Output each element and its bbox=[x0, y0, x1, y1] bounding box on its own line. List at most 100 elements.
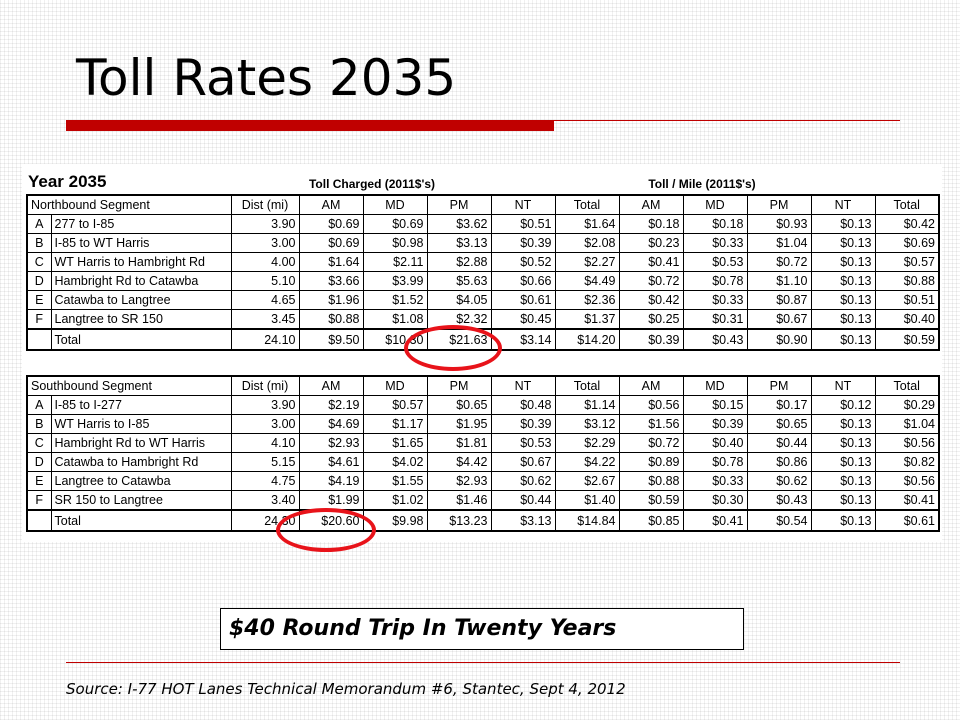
table-cell: $0.65 bbox=[746, 414, 812, 434]
table-cell: $2.08 bbox=[554, 233, 620, 253]
column-header: NT bbox=[490, 194, 556, 215]
column-header: NT bbox=[810, 375, 876, 396]
segment-name: Langtree to Catawba bbox=[50, 471, 232, 491]
segment-letter bbox=[26, 509, 52, 532]
column-header: AM bbox=[298, 375, 364, 396]
table-cell: $0.65 bbox=[426, 395, 492, 415]
table-cell: $1.14 bbox=[554, 395, 620, 415]
table-cell: $0.90 bbox=[746, 328, 812, 351]
table-cell: $0.33 bbox=[682, 290, 748, 310]
table-cell: $0.43 bbox=[746, 490, 812, 511]
table-cell: $3.66 bbox=[298, 271, 364, 291]
table-cell: $0.18 bbox=[618, 214, 684, 234]
year-label: Year 2035 bbox=[28, 172, 107, 191]
table-cell: 5.15 bbox=[230, 452, 300, 472]
table-cell: $4.61 bbox=[298, 452, 364, 472]
table-cell: $0.44 bbox=[490, 490, 556, 511]
table-cell: $0.45 bbox=[490, 309, 556, 330]
table-cell: 3.45 bbox=[230, 309, 300, 330]
table-cell: $0.82 bbox=[874, 452, 940, 472]
segment-letter: A bbox=[26, 395, 52, 415]
column-header: MD bbox=[682, 375, 748, 396]
table-cell: 3.90 bbox=[230, 395, 300, 415]
segment-name: Catawba to Langtree bbox=[50, 290, 232, 310]
table-cell: $1.96 bbox=[298, 290, 364, 310]
table-cell: $0.15 bbox=[682, 395, 748, 415]
table-cell: $1.81 bbox=[426, 433, 492, 453]
table-cell: $0.43 bbox=[682, 328, 748, 351]
table-cell: $0.88 bbox=[618, 471, 684, 491]
table-cell: $1.95 bbox=[426, 414, 492, 434]
column-header: NT bbox=[490, 375, 556, 396]
highlight-circle-northbound-pm-total bbox=[404, 325, 502, 371]
table-cell: $0.39 bbox=[618, 328, 684, 351]
column-header: PM bbox=[746, 194, 812, 215]
table-cell: $0.13 bbox=[810, 214, 876, 234]
southbound-table: Southbound Segment Dist (mi) AM MD PM NT Total… bbox=[26, 375, 940, 532]
column-header: MD bbox=[682, 194, 748, 215]
total-row: Total 24.30 $20.60 $9.98 $13.23 $3.13 $14.84 $0… bbox=[26, 509, 940, 532]
table-cell: $0.51 bbox=[490, 214, 556, 234]
table-cell: 4.00 bbox=[230, 252, 300, 272]
table-row: D Hambright Rd to Catawba 5.10 $3.66 $3.99 $5… bbox=[26, 271, 940, 291]
table-cell: $1.02 bbox=[362, 490, 428, 511]
table-row: C WT Harris to Hambright Rd 4.00 $1.64 $2.11… bbox=[26, 252, 940, 272]
table-cell: $4.69 bbox=[298, 414, 364, 434]
table-cell: $0.69 bbox=[298, 214, 364, 234]
table-cell: $0.57 bbox=[874, 252, 940, 272]
column-header: Total bbox=[554, 375, 620, 396]
table-cell: $0.62 bbox=[746, 471, 812, 491]
table-cell: $0.23 bbox=[618, 233, 684, 253]
table-cell: $1.52 bbox=[362, 290, 428, 310]
segment-name: I-85 to I-277 bbox=[50, 395, 232, 415]
segment-name: SR 150 to Langtree bbox=[50, 490, 232, 511]
table-cell: $0.25 bbox=[618, 309, 684, 330]
segment-name: Catawba to Hambright Rd bbox=[50, 452, 232, 472]
table-cell: 3.90 bbox=[230, 214, 300, 234]
header-row: Southbound Segment Dist (mi) AM MD PM NT Total… bbox=[26, 375, 940, 396]
table-cell: $0.18 bbox=[682, 214, 748, 234]
table-cell: 3.40 bbox=[230, 490, 300, 511]
column-header: Southbound Segment bbox=[26, 375, 232, 396]
table-cell: $0.33 bbox=[682, 233, 748, 253]
segment-letter: D bbox=[26, 271, 52, 291]
table-cell: $2.11 bbox=[362, 252, 428, 272]
column-header: Northbound Segment bbox=[26, 194, 232, 215]
segment-letter: F bbox=[26, 490, 52, 511]
table-cell: $0.93 bbox=[746, 214, 812, 234]
table-cell: $0.13 bbox=[810, 414, 876, 434]
table-cell: 4.75 bbox=[230, 471, 300, 491]
table-cell: $2.93 bbox=[298, 433, 364, 453]
table-cell: $14.20 bbox=[554, 328, 620, 351]
table-cell: $0.56 bbox=[618, 395, 684, 415]
table-cell: $14.84 bbox=[554, 509, 620, 532]
table-cell: $0.86 bbox=[746, 452, 812, 472]
segment-letter: F bbox=[26, 309, 52, 330]
segment-letter: C bbox=[26, 252, 52, 272]
table-cell: $0.42 bbox=[874, 214, 940, 234]
table-cell: $0.13 bbox=[810, 309, 876, 330]
table-row: F Langtree to SR 150 3.45 $0.88 $1.08 $2.32 $0… bbox=[26, 309, 940, 330]
table-cell: $4.22 bbox=[554, 452, 620, 472]
table-cell: 5.10 bbox=[230, 271, 300, 291]
table-row: F SR 150 to Langtree 3.40 $1.99 $1.02 $1.46 $0… bbox=[26, 490, 940, 511]
segment-name: Langtree to SR 150 bbox=[50, 309, 232, 330]
table-cell: $1.55 bbox=[362, 471, 428, 491]
source-citation: Source: I-77 HOT Lanes Technical Memoran… bbox=[66, 680, 626, 698]
segment-name: Total bbox=[50, 509, 232, 532]
table-cell: $1.08 bbox=[362, 309, 428, 330]
title-underline-thick bbox=[66, 120, 554, 131]
table-cell: $0.39 bbox=[490, 414, 556, 434]
table-cell: $4.49 bbox=[554, 271, 620, 291]
table-row: E Langtree to Catawba 4.75 $4.19 $1.55 $2.93 $… bbox=[26, 471, 940, 491]
column-header: MD bbox=[362, 375, 428, 396]
table-cell: $0.53 bbox=[490, 433, 556, 453]
segment-letter: D bbox=[26, 452, 52, 472]
table-cell: $0.30 bbox=[682, 490, 748, 511]
table-cell: $1.04 bbox=[746, 233, 812, 253]
segment-name: I-85 to WT Harris bbox=[50, 233, 232, 253]
table-cell: $0.61 bbox=[490, 290, 556, 310]
table-cell: $0.42 bbox=[618, 290, 684, 310]
table-cell: $0.13 bbox=[810, 509, 876, 532]
table-cell: $2.93 bbox=[426, 471, 492, 491]
